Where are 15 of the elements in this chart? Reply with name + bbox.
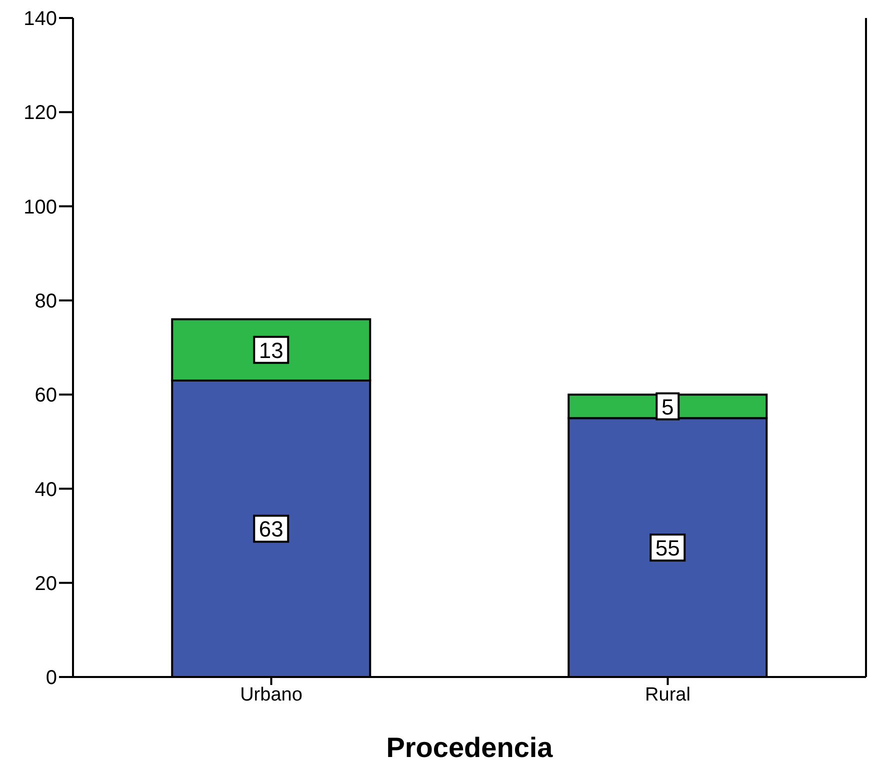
y-tick-label: 80 [34,290,57,313]
y-tick-label: 40 [34,478,57,501]
x-tick-label: Rural [645,684,690,706]
y-tick-label: 0 [46,667,57,690]
data-label: 55 [655,536,680,561]
x-axis-title: Procedencia [386,732,554,761]
data-label: 5 [662,394,674,420]
y-tick-label: 20 [34,572,57,595]
y-tick-label: 100 [24,196,57,218]
y-tick-label: 120 [24,102,57,124]
x-tick-label: Urbano [240,684,302,706]
data-label: 13 [258,338,284,363]
y-tick-label: 140 [24,8,57,30]
y-tick-label: 60 [34,384,57,407]
data-label: 63 [258,516,284,542]
